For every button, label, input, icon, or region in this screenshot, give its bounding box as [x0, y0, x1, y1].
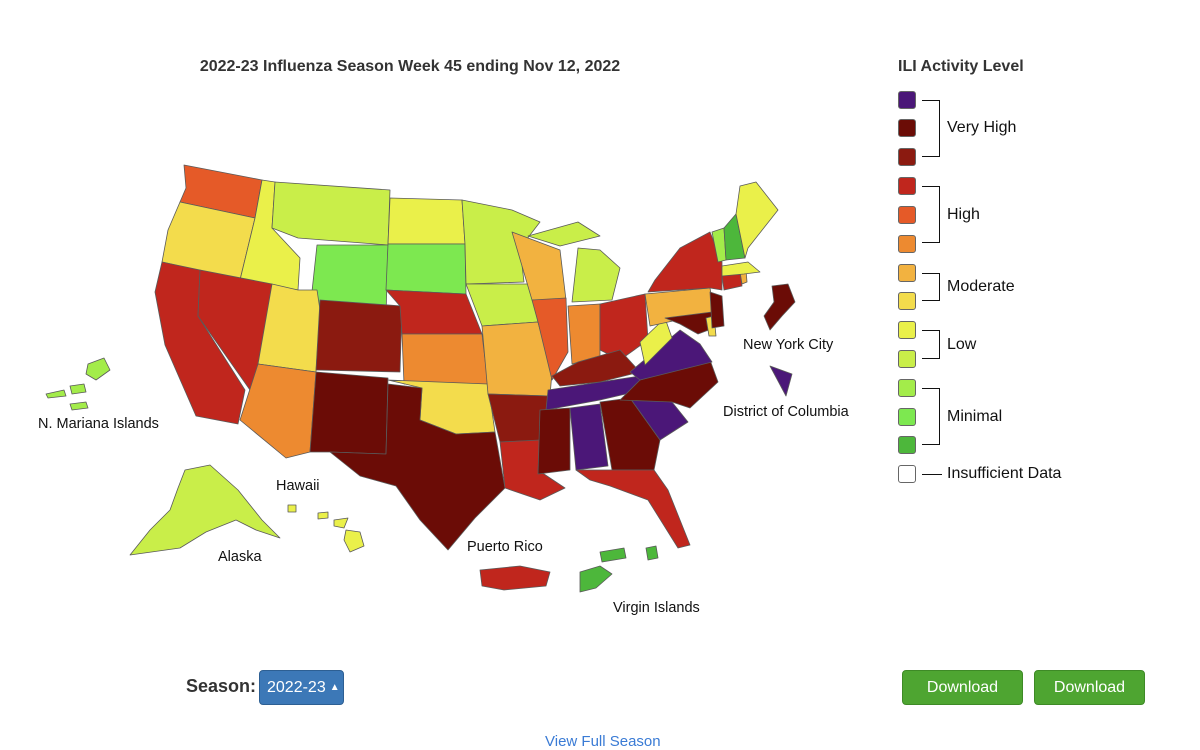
legend-high: High: [947, 206, 980, 223]
swatch-insufficient-data: [898, 465, 916, 483]
map-title: 2022-23 Influenza Season Week 45 ending …: [199, 58, 621, 75]
swatch-high-1: [898, 235, 916, 253]
inset-nmi-1[interactable]: [85, 357, 111, 381]
state-texas[interactable]: [329, 383, 506, 551]
state-new-mexico[interactable]: [309, 371, 389, 455]
state-montana[interactable]: [271, 181, 391, 246]
legend-low: Low: [947, 336, 977, 353]
swatch-high-3: [898, 177, 916, 195]
state-michigan-up[interactable]: [527, 221, 601, 247]
state-new-york[interactable]: [647, 231, 723, 293]
season-select-value: 2022-23: [267, 679, 326, 696]
legend-moderate: Moderate: [947, 278, 1015, 295]
season-label: Season:: [186, 676, 257, 696]
state-new-jersey[interactable]: [709, 291, 725, 329]
swatch-moderate-2: [898, 264, 916, 282]
inset-nmi-2[interactable]: [69, 383, 87, 395]
state-west-virginia[interactable]: [639, 317, 673, 366]
bracket-minimal: [922, 388, 940, 445]
swatch-low-1: [898, 350, 916, 368]
label-district-of-columbia: District of Columbia: [723, 404, 850, 420]
inset-nmi-4[interactable]: [69, 401, 89, 411]
bracket-very-high: [922, 100, 940, 157]
state-arizona[interactable]: [239, 363, 317, 459]
swatch-high-2: [898, 206, 916, 224]
label-new-york-city: New York City: [743, 337, 834, 353]
swatch-very-high-1: [898, 148, 916, 166]
download-data-button[interactable]: Download Data: [1034, 670, 1145, 729]
label-hawaii: Hawaii: [276, 478, 320, 494]
us-ili-map: New York City District of Columbia N. Ma…: [38, 164, 850, 616]
download-image-button[interactable]: Download Image: [902, 670, 1023, 729]
inset-hawaii-2[interactable]: [317, 511, 329, 520]
inset-nyc[interactable]: [763, 283, 796, 331]
inset-hawaii-1[interactable]: [287, 504, 297, 513]
caret-up-icon: ▲: [329, 682, 340, 693]
state-florida[interactable]: [575, 469, 691, 549]
inset-hawaii-3[interactable]: [333, 517, 349, 529]
state-colorado[interactable]: [315, 299, 403, 373]
swatch-very-high-2: [898, 119, 916, 137]
legend-very-high: Very High: [947, 119, 1017, 136]
swatch-low-2: [898, 321, 916, 339]
inset-virgin-islands-2[interactable]: [599, 547, 627, 563]
state-massachusetts[interactable]: [721, 261, 761, 277]
bracket-moderate: [922, 273, 940, 301]
inset-nmi-3[interactable]: [45, 389, 67, 399]
swatch-very-high-3: [898, 91, 916, 109]
swatch-minimal-1: [898, 436, 916, 454]
state-michigan[interactable]: [571, 247, 621, 303]
state-mississippi[interactable]: [537, 407, 571, 475]
legend-insufficient-data: Insufficient Data: [947, 465, 1062, 482]
season-select[interactable]: 2022-23 ▲: [259, 670, 344, 705]
inset-alaska[interactable]: [129, 464, 281, 556]
inset-puerto-rico[interactable]: [479, 565, 551, 591]
label-alaska: Alaska: [218, 549, 262, 565]
legend-minimal: Minimal: [947, 408, 1003, 425]
inset-virgin-islands-1[interactable]: [579, 565, 613, 593]
state-maine[interactable]: [735, 181, 779, 259]
state-kansas[interactable]: [401, 333, 489, 385]
state-iowa[interactable]: [465, 283, 539, 327]
state-south-dakota[interactable]: [385, 243, 467, 295]
bracket-low: [922, 330, 940, 359]
state-north-dakota[interactable]: [387, 197, 466, 245]
view-full-season-link[interactable]: View Full Season: [545, 733, 661, 750]
legend-title: ILI Activity Level: [898, 58, 1024, 75]
inset-hawaii-4[interactable]: [343, 529, 365, 553]
label-puerto-rico: Puerto Rico: [467, 539, 543, 555]
inset-virgin-islands-3[interactable]: [645, 545, 659, 561]
ili-legend: ILI Activity Level Very High High Modera…: [898, 58, 1098, 483]
swatch-moderate-1: [898, 292, 916, 310]
inset-dc[interactable]: [769, 365, 793, 397]
state-indiana[interactable]: [567, 303, 601, 365]
bracket-high: [922, 186, 940, 243]
state-missouri[interactable]: [481, 321, 553, 397]
label-virgin-islands: Virgin Islands: [613, 600, 700, 616]
state-maryland[interactable]: [664, 311, 715, 335]
legend-dash: [922, 474, 942, 475]
state-illinois[interactable]: [531, 297, 569, 381]
state-ohio[interactable]: [599, 293, 649, 361]
swatch-minimal-3: [898, 379, 916, 397]
state-alabama[interactable]: [569, 403, 609, 471]
swatch-minimal-2: [898, 408, 916, 426]
label-n-mariana-islands: N. Mariana Islands: [38, 416, 159, 432]
